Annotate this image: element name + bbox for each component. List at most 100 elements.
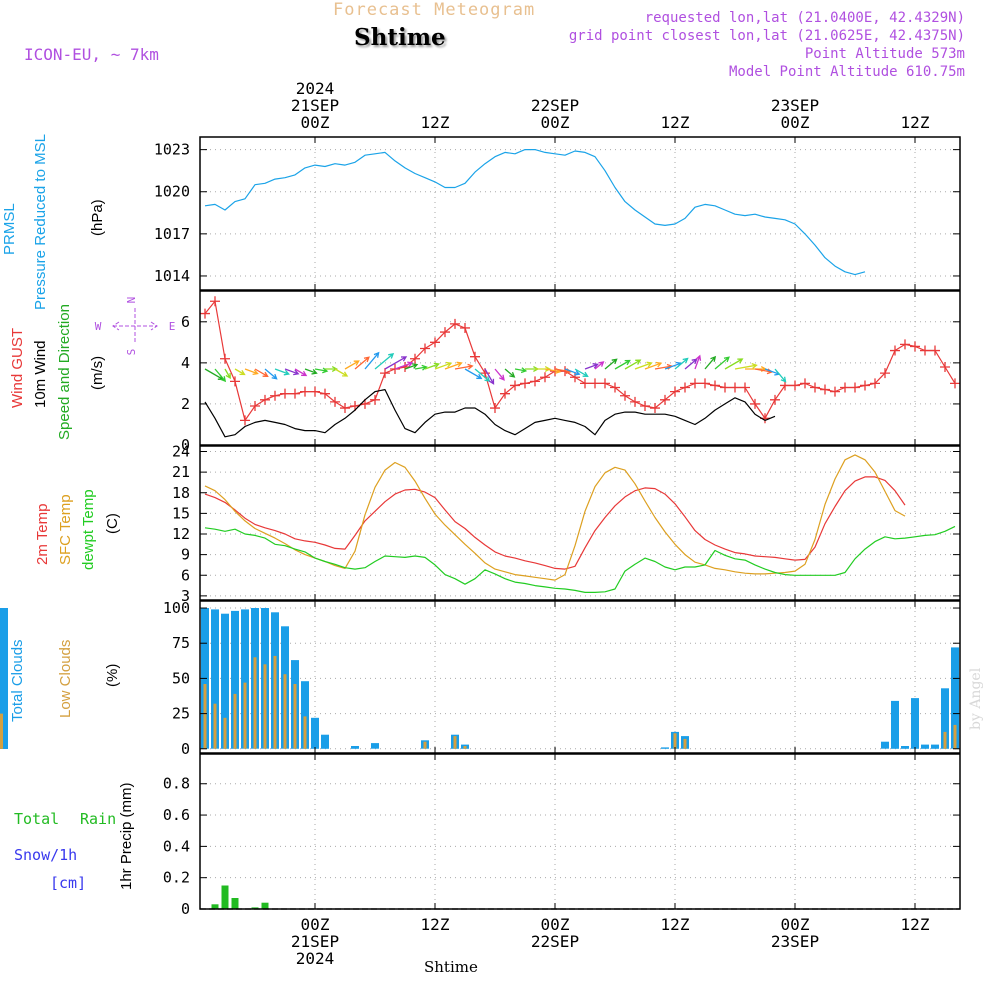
pressure-label-prmsl: PRMSL (1, 203, 18, 255)
wind-gust-marker (540, 372, 550, 383)
wind-gust-marker (920, 345, 930, 356)
wind-gust-line (204, 300, 956, 421)
total-clouds-bar (221, 613, 229, 749)
wind-direction-arrow (284, 368, 300, 376)
precip-rain-label: Rain (80, 810, 117, 828)
bottom-time-label: 21SEP (291, 932, 339, 951)
wind-direction-arrow (414, 364, 428, 371)
wind-gust-marker (520, 378, 530, 389)
wind-direction-arrow (674, 357, 689, 370)
wind-gust-marker (730, 382, 740, 393)
wind-gust-marker (860, 380, 870, 391)
bottom-time-label: 22SEP (531, 932, 579, 951)
wind-gust-marker (750, 398, 760, 409)
wind-gust-marker (460, 322, 470, 333)
low-clouds-bar (253, 657, 257, 749)
wind-10m-label: 10m Wind (32, 340, 49, 408)
clouds-low-label: Low Clouds (57, 639, 74, 718)
temp-dewpt-label: dewpt Temp (80, 489, 97, 570)
wind-gust-marker (280, 388, 290, 399)
wind-gust-marker (800, 378, 810, 389)
rain-bar (211, 904, 219, 909)
low-clouds-bar (273, 655, 277, 749)
wind-gust-marker (440, 327, 450, 338)
total-clouds-bar (0, 608, 8, 749)
y-tick-label: 0.6 (163, 806, 190, 824)
temp-2m-label: 2m Temp (34, 503, 51, 565)
y-tick-label: 6 (181, 313, 190, 331)
wind-gust-marker (240, 415, 250, 426)
wind-direction-arrow (564, 368, 581, 376)
wind-direction-arrow (634, 361, 653, 370)
bottom-time-label: 00Z (301, 915, 330, 934)
y-tick-label: 0.8 (163, 775, 190, 793)
wind-gust-marker (700, 378, 710, 389)
point-altitude: Point Altitude 573m (804, 46, 965, 62)
credit-label: by Angel (968, 667, 984, 730)
low-clouds-bar (263, 664, 267, 749)
top-time-label: 12Z (901, 113, 930, 132)
wind-direction-arrow (344, 360, 360, 370)
wind-direction-arrow (404, 363, 419, 370)
wind-gust-marker (220, 353, 230, 364)
y-tick-label: 0 (181, 740, 190, 758)
wind-gust-marker (470, 351, 480, 362)
wind-direction-arrow (614, 359, 631, 370)
top-time-label: 12Z (661, 113, 690, 132)
wind-direction-arrow (274, 368, 290, 376)
precip-total-label: Total (14, 810, 60, 828)
wind-direction-arrow (424, 362, 440, 370)
wind-gust-marker (910, 341, 920, 352)
wind-gust-marker (780, 380, 790, 391)
wind-gust-marker (530, 376, 540, 387)
wind-gust-marker (640, 400, 650, 411)
bottom-time-label: 00Z (781, 915, 810, 934)
y-tick-label: 1020 (154, 183, 190, 201)
temp-2m-line (204, 476, 906, 570)
wind-gust-marker (330, 396, 340, 407)
wind-direction-arrow (734, 362, 758, 370)
wind-gust-marker (670, 386, 680, 397)
wind-direction-arrow (774, 368, 787, 383)
bottom-time-label: 12Z (421, 915, 450, 934)
meteogram-subtitle: Forecast Meteogram (333, 0, 536, 20)
wind-10m-line (204, 389, 776, 438)
temp-dewpt-line (204, 525, 956, 594)
wind-gust-marker (930, 345, 940, 356)
total-clouds-bar (951, 647, 959, 749)
wind-direction-arrow (384, 356, 408, 370)
top-time-label: 00Z (301, 113, 330, 132)
total-clouds-bar (231, 610, 239, 749)
wind-speed-dir-label: Speed and Direction (56, 304, 73, 440)
total-clouds-bar (241, 609, 249, 749)
wind-gust-marker (850, 382, 860, 393)
y-tick-label: 1014 (154, 267, 190, 285)
clouds-unit: (%) (104, 663, 121, 687)
wind-gust-marker (830, 386, 840, 397)
model-altitude: Model Point Altitude 610.75m (728, 64, 965, 80)
wind-gust-marker (650, 403, 660, 414)
precip-cm-label: [cm] (50, 874, 87, 892)
low-clouds-bar (953, 724, 957, 749)
compass-north-label: N (125, 297, 138, 304)
wind-gust-marker (770, 394, 780, 405)
low-clouds-bar (223, 717, 227, 749)
bottom-time-label: 2024 (296, 949, 335, 968)
wind-gust-marker (620, 390, 630, 401)
wind-gust-marker (230, 376, 240, 387)
wind-gust-marker (590, 378, 600, 389)
low-clouds-bar (673, 733, 677, 749)
wind-gust-marker (500, 388, 510, 399)
wind-gust-marker (880, 368, 890, 379)
wind-direction-arrow (474, 368, 491, 382)
location-title: Shtime (354, 24, 446, 51)
pressure-line (204, 149, 866, 276)
y-tick-label: 1017 (154, 225, 190, 243)
wind-direction-arrow (714, 356, 730, 370)
wind-gust-marker (390, 364, 400, 375)
wind-gust-marker (790, 380, 800, 391)
wind-gust-marker (210, 296, 220, 307)
y-tick-label: 25 (172, 705, 190, 723)
top-time-label: 21SEP (291, 96, 339, 115)
total-clouds-bar (661, 747, 669, 749)
